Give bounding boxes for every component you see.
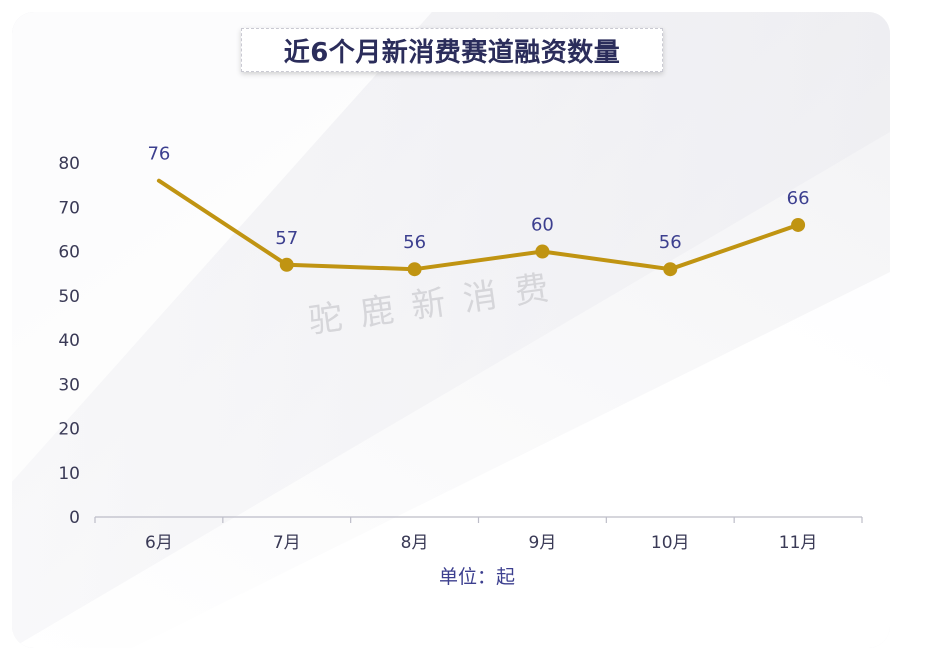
data-label: 56 bbox=[659, 232, 682, 253]
y-tick-label: 40 bbox=[58, 331, 80, 351]
data-label: 56 bbox=[403, 232, 426, 253]
x-axis: 6月 7月 8月 9月 10月 11月 bbox=[94, 516, 863, 553]
data-point bbox=[791, 217, 806, 232]
unit-label: 单位：起 bbox=[439, 566, 515, 588]
y-tick-label: 30 bbox=[58, 375, 80, 395]
y-tick-label: 10 bbox=[58, 464, 80, 484]
data-point bbox=[663, 262, 678, 277]
data-label: 57 bbox=[275, 228, 298, 249]
series-line bbox=[156, 178, 801, 272]
y-tick-label: 0 bbox=[69, 508, 80, 528]
y-tick-label: 50 bbox=[58, 287, 80, 307]
y-tick-label: 60 bbox=[58, 243, 80, 263]
x-tick-label: 6月 bbox=[145, 533, 173, 553]
data-point bbox=[279, 257, 294, 272]
data-point bbox=[407, 262, 422, 277]
y-tick-label: 20 bbox=[58, 420, 80, 440]
chart-title: 近6个月新消费赛道融资数量 bbox=[283, 37, 621, 68]
x-tick-label: 11月 bbox=[779, 533, 818, 553]
series-line-group bbox=[156, 178, 806, 277]
chart-title-box: 近6个月新消费赛道融资数量 bbox=[241, 28, 663, 72]
y-tick-label: 80 bbox=[58, 154, 80, 174]
x-tick-label: 10月 bbox=[651, 533, 690, 553]
x-tick-label: 8月 bbox=[401, 533, 429, 553]
card-background bbox=[12, 12, 890, 648]
y-axis: 0 10 20 30 40 50 60 70 80 bbox=[58, 154, 80, 528]
y-tick-label: 70 bbox=[58, 198, 80, 218]
x-tick-label: 7月 bbox=[273, 533, 301, 553]
watermark-text: 驼鹿新消费 bbox=[306, 266, 569, 342]
data-labels: 76 57 56 60 56 66 bbox=[147, 144, 809, 254]
data-label: 76 bbox=[147, 144, 170, 165]
data-point bbox=[535, 244, 550, 259]
chart-card bbox=[12, 12, 890, 648]
data-label: 60 bbox=[531, 215, 554, 236]
data-label: 66 bbox=[787, 188, 810, 209]
x-tick-label: 9月 bbox=[529, 533, 557, 553]
